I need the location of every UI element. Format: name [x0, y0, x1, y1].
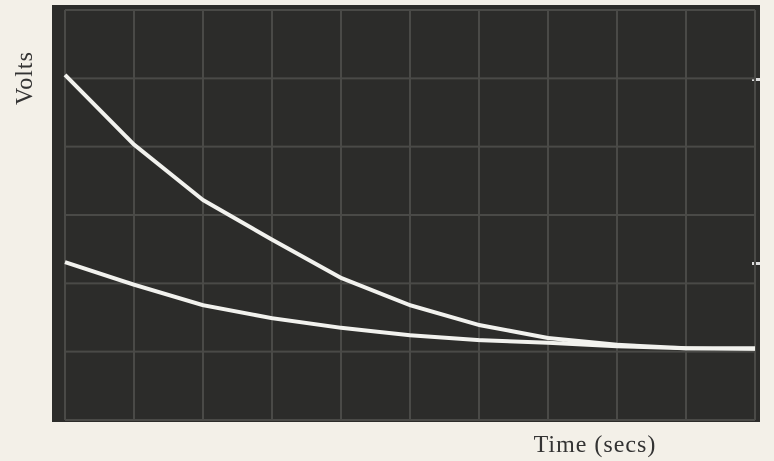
chart: Volts Time (secs) — [0, 0, 774, 461]
x-axis-label: Time (secs) — [534, 432, 657, 458]
y-axis-label: Volts — [12, 51, 38, 105]
scope-screen — [52, 5, 760, 422]
